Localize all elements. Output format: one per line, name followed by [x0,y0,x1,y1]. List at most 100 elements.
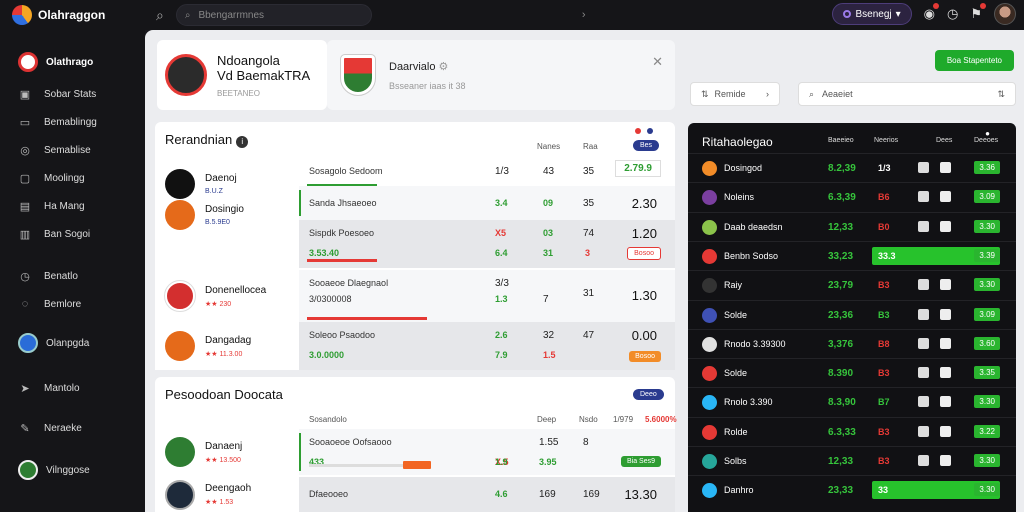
flag-icon[interactable] [918,162,929,173]
sidebar-item-stats[interactable]: ▣ Sobar Stats [0,80,145,108]
stat-value: B7 [878,397,890,408]
stat-icon[interactable] [940,220,951,232]
primary-action-button[interactable]: Boa Stapenteto [934,50,1014,71]
info-icon: i [236,136,249,148]
stat-icon[interactable] [940,337,951,349]
flag-icon[interactable] [918,308,929,320]
table-row[interactable]: Solbs 12,33 B3 3.30 [688,446,1016,475]
user-dropdown[interactable]: Bsenegj ▾ [832,3,912,25]
points-badge[interactable]: 3.30 [974,454,1000,467]
table-row[interactable]: Dosingio B.5.9E0 Sispdk Poesoeo 3.53.40 X… [155,200,675,282]
app-logo[interactable]: Olahraggon [12,5,142,25]
table-row[interactable]: Solde 8.390 B3 3.35 [688,358,1016,387]
table-search-placeholder: Aeaeiet [822,89,853,99]
status-chip[interactable]: Bosoo [629,351,661,362]
table-row[interactable]: Rnolo 3.390 8.3,90 B7 3.30 [688,387,1016,416]
notifications-icon[interactable]: ◉ [924,3,939,22]
stat-icon[interactable] [940,367,951,379]
table-row[interactable]: Danaenj ★★ 13.500 Sooaoeoe Oofsaooo 433 X… [155,429,675,475]
pin-icon[interactable]: ● [985,129,990,138]
status-chip[interactable]: Bia Ses9 [620,456,661,467]
table-row[interactable]: Deengaoh ★★ 1.53 Dfaeooeo 4.6 169 169 13.… [155,477,675,512]
sidebar-item-6[interactable]: ▥ Ban Sogoi [0,220,145,248]
points-badge[interactable]: 3.35 [974,366,1000,380]
flag-icon[interactable] [918,279,929,291]
stat-icon[interactable] [940,308,951,320]
flag-icon[interactable] [918,220,929,232]
stat-icon[interactable] [940,396,951,408]
table-row[interactable]: Danhro 23,33 33 3.30 [688,475,1016,504]
search-icon[interactable]: ⌕ [156,6,164,23]
points-badge[interactable]: 3.36 [974,161,1000,174]
table-row[interactable]: Donenellocea ★★ 230 Sooaeoe Dlaegnaol 3/0… [155,270,675,322]
chevron-right-icon[interactable]: › [581,9,586,21]
points-badge[interactable]: 3.22 [974,424,1000,438]
table-row[interactable]: Benbn Sodso 33,23 33.3 3.39 [688,240,1016,270]
team-name: Dangadag [205,334,252,346]
stat-icon[interactable] [940,455,951,466]
flag-icon[interactable] [918,337,929,349]
search-input[interactable]: ⌕ Bbengarrmnes [175,4,372,26]
sidebar-item-7[interactable]: ◷ Benatlo [0,262,145,290]
stat-value: 12,33 [828,456,854,467]
table-row[interactable]: Noleins 6.3,39 B6 3.09 [688,182,1016,211]
points-badge[interactable]: 3.39 [974,248,1000,262]
points-badge[interactable]: 3.09 [974,190,1000,204]
points-badge[interactable]: 3.30 [974,219,1000,233]
main-content: Ndoangola Vd BaemakTRA BEETANEO Daarvial… [145,30,680,512]
table-row[interactable]: Dangadag ★★ 11.3.00 Soleoo Psaodoo 3.0.00… [155,322,675,370]
table-row[interactable]: Dosingod 8.2,39 1/3 3.36 [688,153,1016,182]
sidebar-item-4[interactable]: ▢ Moolingg [0,164,145,192]
status-chip[interactable]: Bosoo [627,247,661,260]
sidebar-item-label: Neraeke [44,422,82,434]
filter-button[interactable]: Deeo [633,389,664,400]
sidebar-brand[interactable]: Olathrago [0,44,145,80]
sidebar-item-8[interactable]: ◌ Bemlore [0,290,145,318]
sidebar-item-team-2[interactable]: Vilnggose [0,448,145,492]
points-badge[interactable]: 3.60 [974,336,1000,350]
globe-icon: ◎ [20,144,30,157]
flag-icon[interactable] [918,455,929,466]
sidebar-item-label: Sobar Stats [44,88,97,100]
table-row[interactable]: Raiy 23,79 B3 3.30 [688,270,1016,299]
highlight-bar [872,246,1000,265]
stat-icon[interactable] [940,279,951,291]
flag-icon[interactable] [918,396,929,408]
points-badge[interactable]: 3.30 [974,483,1000,497]
detail-cell: Sispdk Poesoeo 3.53.40 X5 03 74 6.4 31 3… [299,220,675,268]
sidebar-item-10[interactable]: ➤ Mantolo [0,368,145,408]
stat-value: 43 [543,166,555,177]
hero-card[interactable]: Ndoangola Vd BaemakTRA BEETANEO [157,40,327,110]
sidebar-item-2[interactable]: ▭ Bemablingg [0,108,145,136]
table-row[interactable]: Rolde 6.3,33 B3 3.22 [688,416,1016,446]
stat-icon[interactable] [940,191,951,203]
progress-marker [403,461,431,469]
table-row[interactable]: Solde 23,36 B3 3.09 [688,299,1016,329]
stat-icon[interactable] [940,425,951,437]
match-card[interactable]: Daarvialo ⚙ Bsseaner iaas it 38 ✕ [327,40,675,110]
table-row[interactable]: Sanda Jhsaeoeo 3.4 09 35 2.30 [155,186,675,220]
points-badge[interactable]: 3.30 [974,395,1000,409]
flag-icon[interactable] [918,425,929,437]
stat-icon[interactable] [940,162,951,173]
points-badge[interactable]: 3.30 [974,278,1000,292]
close-icon[interactable]: ✕ [652,54,663,69]
sidebar-item-11[interactable]: ✎ Neraeke [0,408,145,448]
table-row[interactable]: Daab deaedsn 12,33 B0 3.30 [688,211,1016,241]
sidebar-item-5[interactable]: ▤ Ha Mang [0,192,145,220]
filter-dropdown[interactable]: ⇅ Remide › [690,82,780,106]
flag-icon[interactable] [918,191,929,203]
table-row[interactable]: Daenoj B.U.Z Sosagolo Sedoom 1/3 43 35 2.… [155,158,675,210]
table-title: Ritahaolegao [702,135,773,149]
sidebar-item-3[interactable]: ◎ Semablise [0,136,145,164]
filter-button[interactable]: Bes [633,140,660,151]
table-search-input[interactable]: ⌕ Aeaeiet ⇅ [798,82,1016,106]
flag-icon[interactable] [918,367,929,379]
user-avatar[interactable] [994,3,1016,25]
alerts-icon[interactable]: ⚑ [970,3,986,22]
table-row[interactable]: Rnodo 3.39300 3,376 B8 3.60 [688,328,1016,358]
points-badge[interactable]: 3.09 [974,307,1000,321]
odds-value[interactable]: 2.79.9 [615,160,661,177]
sidebar-item-team[interactable]: Olanpgda [0,318,145,368]
clock-icon[interactable]: ◷ [947,6,959,21]
